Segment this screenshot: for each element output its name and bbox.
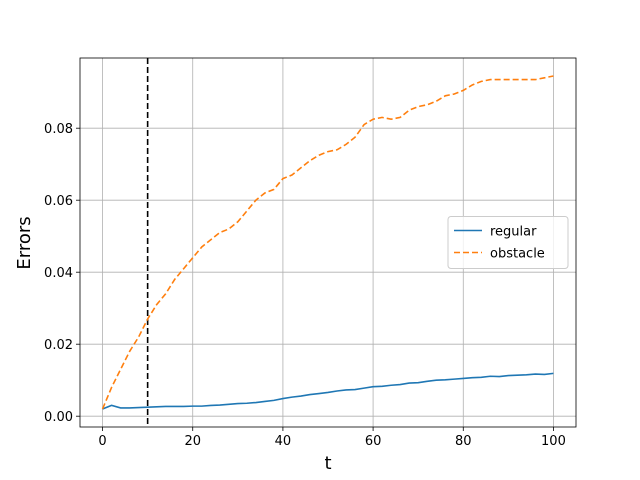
- x-tick-label: 0: [98, 434, 106, 449]
- x-tick-label: 20: [184, 434, 201, 449]
- legend-label: obstacle: [490, 247, 545, 262]
- x-axis-label: t: [324, 453, 331, 474]
- x-tick-label: 80: [455, 434, 472, 449]
- y-tick-label: 0.06: [44, 194, 73, 209]
- x-tick-label: 60: [365, 434, 382, 449]
- legend-box: [447, 216, 569, 269]
- y-axis-label: Errors: [14, 216, 35, 269]
- x-tick-label: 100: [541, 434, 566, 449]
- y-tick-label: 0.02: [44, 338, 73, 353]
- y-tick-label: 0.08: [44, 122, 73, 137]
- plot-frame: [79, 57, 577, 428]
- y-tick-label: 0.00: [44, 410, 73, 425]
- legend-label: regular: [490, 225, 537, 240]
- series-line: [101, 75, 554, 410]
- y-tick-label: 0.04: [44, 266, 73, 281]
- x-tick-label: 40: [275, 434, 292, 449]
- series-line: [102, 372, 554, 410]
